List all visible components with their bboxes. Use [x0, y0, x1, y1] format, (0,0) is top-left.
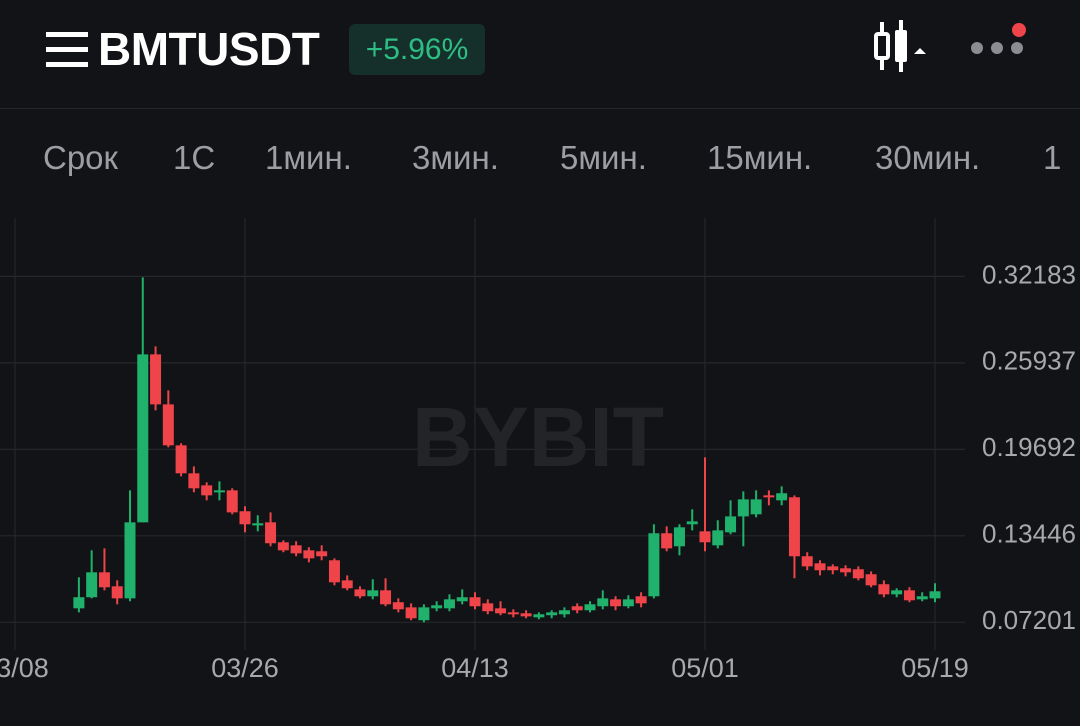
- candle-body: [188, 473, 200, 489]
- candle-body: [341, 580, 353, 589]
- interval-tabs: Срок 1С 1мин. 3мин. 5мин. 15мин. 30мин. 1: [0, 109, 1080, 209]
- candle-body: [316, 551, 328, 557]
- candle-body: [763, 495, 775, 498]
- candle-body: [610, 599, 622, 607]
- candle-body: [686, 521, 698, 525]
- candle-body: [162, 404, 174, 446]
- more-button[interactable]: [965, 20, 1035, 70]
- candle-body: [226, 490, 238, 513]
- chart-type-button[interactable]: [870, 18, 930, 78]
- candle-body: [571, 606, 583, 611]
- candle-body: [111, 586, 123, 599]
- candle-body: [431, 605, 443, 609]
- y-tick-label: 0.13446: [982, 519, 1076, 549]
- candle-body: [827, 566, 839, 571]
- interval-tab[interactable]: 1С: [173, 139, 216, 176]
- candle-body: [265, 522, 277, 544]
- candle-body: [213, 490, 225, 493]
- candle-body: [661, 533, 673, 549]
- candle-body: [405, 607, 417, 619]
- candle-body: [597, 598, 609, 607]
- candle-body: [380, 590, 392, 605]
- menu-button[interactable]: [44, 25, 94, 75]
- candle-body: [840, 568, 852, 573]
- candle-body: [725, 516, 737, 533]
- interval-tab[interactable]: 30мин.: [875, 139, 981, 176]
- interval-tab[interactable]: 3мин.: [412, 139, 499, 176]
- candle-body: [903, 590, 915, 601]
- candle-body: [495, 608, 507, 614]
- y-tick-label: 0.07201: [982, 605, 1076, 635]
- candle-body: [929, 591, 941, 599]
- interval-tab[interactable]: 1мин.: [265, 139, 352, 176]
- candle-body: [750, 499, 762, 515]
- candle-body: [520, 613, 532, 617]
- candle-body: [443, 599, 455, 609]
- x-tick-label: 04/13: [441, 653, 509, 683]
- interval-tab[interactable]: 15мин.: [707, 139, 813, 176]
- y-tick-label: 0.25937: [982, 346, 1076, 376]
- x-tick-label: 03/26: [211, 653, 279, 683]
- candle-body: [558, 610, 570, 615]
- x-tick-label: 05/19: [901, 653, 969, 683]
- candle-body: [712, 530, 724, 546]
- y-tick-label: 0.19692: [982, 432, 1076, 462]
- candle-body: [137, 354, 149, 523]
- candle-body: [814, 563, 826, 571]
- candle-body: [788, 497, 800, 557]
- candle-body: [622, 599, 634, 607]
- candle-body: [290, 545, 302, 554]
- interval-tab[interactable]: 5мин.: [560, 139, 647, 176]
- price-change-badge: +5.96%: [349, 24, 485, 75]
- candle-body: [86, 572, 98, 598]
- candle-body: [648, 533, 660, 597]
- candle-body: [277, 542, 289, 551]
- candle-body: [891, 590, 903, 595]
- candle-body: [328, 560, 340, 583]
- candle-body: [201, 485, 213, 496]
- symbol-title[interactable]: BMTUSDT: [98, 23, 320, 75]
- candle-body: [584, 604, 596, 611]
- candle-body: [482, 603, 494, 612]
- candle-body: [392, 602, 404, 610]
- x-tick-label: 03/08: [0, 653, 49, 683]
- candle-body: [303, 550, 315, 559]
- candle-body: [699, 531, 711, 543]
- candle-body: [175, 445, 187, 474]
- candle-body: [852, 569, 864, 579]
- candle-body: [98, 572, 110, 588]
- candle-body: [73, 597, 85, 609]
- candle-body: [533, 614, 545, 618]
- candle-body: [124, 522, 136, 599]
- candle-body: [507, 612, 519, 615]
- watermark: BYBIT: [412, 390, 664, 484]
- candle-body: [469, 597, 481, 607]
- interval-tab[interactable]: 1: [1043, 139, 1062, 176]
- candle-body: [418, 607, 430, 621]
- candle-body: [367, 590, 379, 597]
- candle-body: [252, 523, 264, 526]
- candle-body: [865, 574, 877, 586]
- x-tick-label: 05/01: [671, 653, 739, 683]
- candle-body: [354, 589, 366, 597]
- candle-body: [776, 493, 788, 501]
- top-bar: BMTUSDT +5.96%: [0, 0, 1080, 109]
- candle-body: [239, 511, 251, 525]
- candle-body: [916, 596, 928, 600]
- candle-body: [878, 584, 890, 595]
- candle-body: [635, 596, 647, 604]
- candle-body: [737, 499, 749, 517]
- candle-body: [456, 597, 468, 602]
- candle-body: [546, 612, 558, 616]
- candle-body: [801, 556, 813, 567]
- candle-body: [673, 527, 685, 547]
- interval-tab[interactable]: Срок: [43, 139, 118, 176]
- y-tick-label: 0.32183: [982, 259, 1076, 289]
- candle-body: [150, 354, 162, 405]
